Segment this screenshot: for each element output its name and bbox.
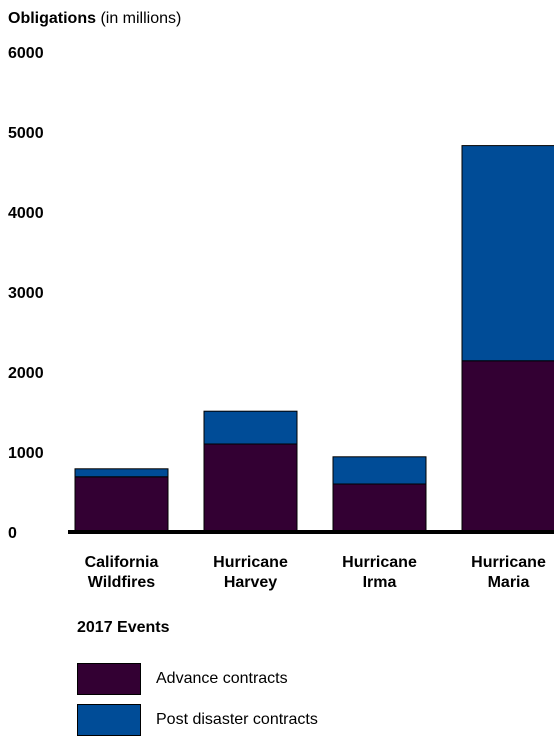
- bar-post-disaster: [461, 145, 554, 362]
- bar-advance: [74, 476, 169, 533]
- legend-label-post-disaster: Post disaster contracts: [156, 711, 318, 728]
- bar-post-disaster: [332, 456, 427, 485]
- y-axis-title: Obligations (in millions): [8, 10, 181, 28]
- x-tick-label: Hurricane: [213, 554, 288, 571]
- bar-advance: [461, 360, 554, 533]
- y-tick-label: 6000: [8, 45, 44, 62]
- legend-swatch-post-disaster: [77, 704, 141, 736]
- y-axis-title-bold: Obligations: [8, 10, 96, 27]
- legend-item-advance: Advance contracts: [77, 662, 288, 696]
- x-tick-label: Harvey: [224, 574, 277, 591]
- legend-item-post-disaster: Post disaster contracts: [77, 703, 318, 737]
- legend-swatch-advance: [77, 663, 141, 695]
- bar-advance: [203, 443, 298, 533]
- x-tick-label: Maria: [488, 574, 530, 591]
- bar-post-disaster: [203, 410, 298, 445]
- y-tick-label: 5000: [8, 125, 44, 142]
- x-tick-label: Irma: [363, 574, 397, 591]
- y-tick-label: 0: [8, 525, 17, 542]
- bar-post-disaster: [74, 468, 169, 478]
- y-tick-label: 3000: [8, 285, 44, 302]
- x-tick-label: California: [85, 554, 159, 571]
- y-tick-label: 1000: [8, 445, 44, 462]
- y-tick-label: 2000: [8, 365, 44, 382]
- x-tick-label: Hurricane: [471, 554, 546, 571]
- y-tick-label: 4000: [8, 205, 44, 222]
- x-tick-label: Hurricane: [342, 554, 417, 571]
- y-axis-title-units: (in millions): [96, 10, 182, 27]
- bar-advance: [332, 483, 427, 533]
- x-axis-title: 2017 Events: [77, 619, 170, 636]
- legend-label-advance: Advance contracts: [156, 670, 288, 687]
- x-tick-label: Wildfires: [88, 574, 156, 591]
